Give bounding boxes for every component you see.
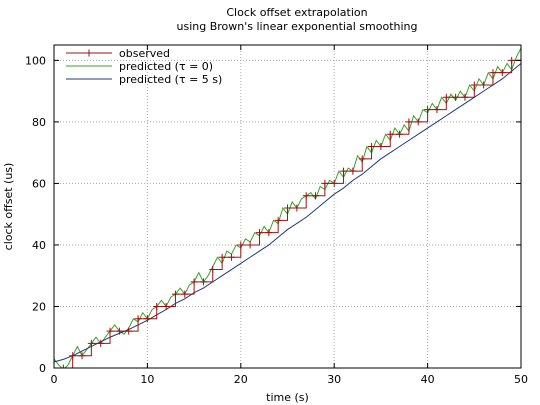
y-tick-label: 20 — [32, 300, 46, 313]
data-point — [498, 69, 506, 77]
x-tick-label: 10 — [140, 373, 154, 386]
data-point — [162, 302, 170, 310]
data-point — [125, 327, 133, 335]
data-point — [218, 253, 226, 261]
x-tick-label: 30 — [327, 373, 341, 386]
y-tick-label: 60 — [32, 177, 46, 190]
data-point — [181, 290, 189, 298]
legend-marker — [85, 49, 93, 57]
data-point — [414, 118, 422, 126]
data-point — [115, 327, 123, 335]
legend-label: observed — [119, 47, 170, 60]
series-line — [54, 63, 521, 363]
data-point — [358, 155, 366, 163]
data-point — [386, 130, 394, 138]
y-tick-label: 40 — [32, 239, 46, 252]
series-line — [54, 59, 521, 368]
data-point — [153, 302, 161, 310]
data-point — [237, 241, 245, 249]
series-2 — [54, 63, 521, 363]
data-point — [312, 192, 320, 200]
data-point — [134, 315, 142, 323]
series-group — [54, 47, 521, 368]
data-point — [209, 266, 217, 274]
data-point — [106, 327, 114, 335]
y-axis-label: clock offset (us) — [2, 163, 15, 251]
data-point — [433, 106, 441, 114]
data-point — [293, 204, 301, 212]
y-tick-label: 0 — [39, 362, 46, 375]
legend-label: predicted (τ = 5 s) — [119, 73, 222, 86]
data-point — [87, 339, 95, 347]
data-point — [321, 179, 329, 187]
data-point — [97, 339, 105, 347]
data-point — [405, 118, 413, 126]
x-tick-label: 0 — [51, 373, 58, 386]
data-point — [396, 130, 404, 138]
data-point — [424, 106, 432, 114]
data-point — [246, 241, 254, 249]
x-tick-label: 20 — [234, 373, 248, 386]
data-point — [330, 179, 338, 187]
data-point — [171, 290, 179, 298]
data-point — [143, 315, 151, 323]
data-point — [508, 56, 516, 64]
chart-title: Clock offset extrapolation using Brown's… — [177, 6, 418, 33]
data-point — [442, 93, 450, 101]
data-point — [265, 229, 273, 237]
data-point — [377, 143, 385, 151]
data-point — [452, 93, 460, 101]
data-point — [78, 352, 86, 360]
x-tick-label: 40 — [421, 373, 435, 386]
y-tick-label: 100 — [25, 54, 46, 67]
series-0 — [54, 56, 521, 368]
data-point — [349, 167, 357, 175]
data-point — [470, 81, 478, 89]
data-point — [227, 253, 235, 261]
axis-ticks: 0 10 20 30 40 50 0 20 40 60 80 100 — [25, 45, 528, 386]
data-point — [302, 192, 310, 200]
data-point — [480, 81, 488, 89]
data-point — [461, 93, 469, 101]
data-point — [59, 364, 67, 368]
x-axis-label: time (s) — [266, 391, 309, 404]
data-point — [340, 167, 348, 175]
x-tick-label: 50 — [514, 373, 528, 386]
plot-frame — [53, 44, 522, 369]
data-point — [284, 204, 291, 212]
y-tick-label: 80 — [32, 116, 46, 129]
data-point — [368, 143, 376, 151]
data-point — [190, 278, 198, 286]
data-point — [69, 352, 77, 360]
chart-title-line-1: Clock offset extrapolation — [226, 6, 367, 19]
legend-label: predicted (τ = 0) — [119, 60, 213, 73]
data-point — [199, 278, 207, 286]
chart-title-line-2: using Brown's linear exponential smoothi… — [177, 20, 418, 33]
data-point — [255, 229, 263, 237]
data-point — [274, 216, 282, 224]
data-point — [489, 69, 497, 77]
